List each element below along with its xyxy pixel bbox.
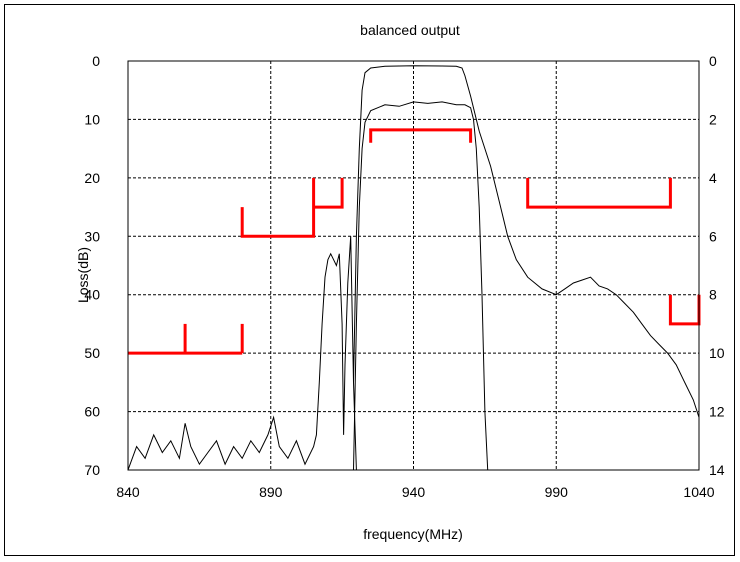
y-tick-label-right: 4 [709, 170, 717, 186]
y-tick-label-right: 0 [709, 53, 717, 69]
y-tick-label-right: 8 [709, 287, 717, 303]
y-tick-label-left: 10 [84, 111, 100, 127]
x-tick-label: 940 [402, 484, 426, 500]
spec-mask-segment [240, 177, 316, 238]
chart-frame: balanced output 840 890 940 990 1040 0 10 20 30… [4, 4, 735, 556]
y-axis-left-ticks: 0 10 20 30 40 50 60 70 [84, 53, 100, 478]
plot-area [127, 60, 700, 471]
series-line-3 [353, 65, 699, 418]
spec-mask-segment [313, 177, 344, 209]
x-tick-label: 1040 [683, 484, 714, 500]
y-tick-label-left: 40 [84, 287, 100, 303]
spec-mask-segment [369, 128, 473, 143]
spec-mask-segment [668, 294, 701, 326]
y-axis-right-ticks: 0 2 4 6 8 10 12 14 [709, 53, 725, 478]
y-tick-label-right: 12 [709, 404, 725, 420]
y-tick-label-left: 20 [84, 170, 100, 186]
x-axis-label: frequency(MHz) [363, 526, 463, 542]
x-tick-label: 990 [545, 484, 569, 500]
y-axis-label: Loss(dB) [75, 247, 91, 303]
chart-svg: balanced output 840 890 940 990 1040 0102030… [75, 22, 725, 542]
series-line-2 [353, 101, 489, 470]
x-tick-label: 840 [116, 484, 140, 500]
y-tick-label-right: 10 [709, 345, 725, 361]
x-axis-ticks: 840 890 940 990 1040 [116, 484, 714, 500]
y-tick-label-left: 50 [84, 345, 100, 361]
y-tick-label-left: 70 [84, 462, 100, 478]
series-line-1 [128, 236, 357, 470]
x-tick-label: 890 [259, 484, 283, 500]
y-tick-label-left: 30 [84, 228, 100, 244]
series-layer [128, 65, 699, 470]
grid [128, 61, 699, 470]
y-tick-label-right: 6 [709, 228, 717, 244]
spec-mask-segment [526, 177, 672, 209]
y-tick-label-left: 60 [84, 404, 100, 420]
y-tick-label-right: 14 [709, 462, 725, 478]
y-tick-label-left: 0 [92, 53, 100, 69]
mask-layer [128, 128, 701, 355]
chart-title: balanced output [360, 22, 460, 38]
y-tick-label-right: 2 [709, 111, 717, 127]
